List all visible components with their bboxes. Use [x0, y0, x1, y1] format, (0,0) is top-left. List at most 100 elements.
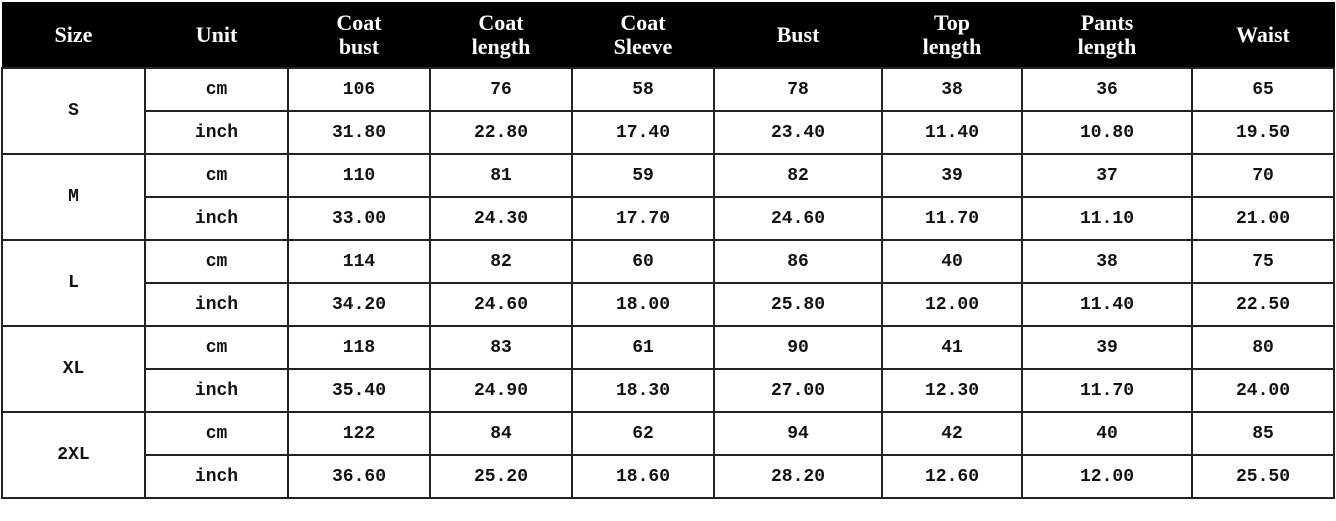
- value-cell: 11.70: [881, 196, 1023, 241]
- column-header: Coat Sleeve: [571, 2, 715, 69]
- table-header: Size Unit Coat bust Coat length Coat Sleeve B…: [1, 2, 1335, 69]
- value-cell: 60: [571, 239, 715, 284]
- value-cell: 12.60: [881, 454, 1023, 499]
- value-cell: 61: [571, 325, 715, 370]
- value-cell: 114: [287, 239, 431, 284]
- column-header: Pants length: [1021, 2, 1193, 69]
- value-cell: 17.40: [571, 110, 715, 155]
- column-header: Coat bust: [287, 2, 431, 69]
- value-cell: 110: [287, 153, 431, 198]
- value-cell: 39: [1021, 325, 1193, 370]
- size-cell: 2XL: [1, 411, 146, 499]
- value-cell: 82: [713, 153, 883, 198]
- value-cell: 25.80: [713, 282, 883, 327]
- value-cell: 65: [1191, 67, 1335, 112]
- value-cell: 84: [429, 411, 573, 456]
- value-cell: 36: [1021, 67, 1193, 112]
- value-cell: 35.40: [287, 368, 431, 413]
- value-cell: 83: [429, 325, 573, 370]
- column-header: Top length: [881, 2, 1023, 69]
- value-cell: 24.60: [429, 282, 573, 327]
- unit-cell: cm: [144, 325, 289, 370]
- value-cell: 24.00: [1191, 368, 1335, 413]
- unit-cell: inch: [144, 110, 289, 155]
- unit-cell: inch: [144, 196, 289, 241]
- value-cell: 12.00: [881, 282, 1023, 327]
- table-row: inch 36.60 25.20 18.60 28.20 12.60 12.00 25.50: [2, 454, 1335, 499]
- header-row: Size Unit Coat bust Coat length Coat Sleeve B…: [1, 2, 1335, 69]
- value-cell: 24.90: [429, 368, 573, 413]
- value-cell: 76: [429, 67, 573, 112]
- value-cell: 12.30: [881, 368, 1023, 413]
- table-row: inch 35.40 24.90 18.30 27.00 12.30 11.70 24.00: [2, 368, 1335, 413]
- value-cell: 25.50: [1191, 454, 1335, 499]
- value-cell: 18.30: [571, 368, 715, 413]
- value-cell: 11.40: [881, 110, 1023, 155]
- value-cell: 85: [1191, 411, 1335, 456]
- unit-cell: cm: [144, 153, 289, 198]
- value-cell: 59: [571, 153, 715, 198]
- table-row: inch 31.80 22.80 17.40 23.40 11.40 10.80 19.50: [2, 110, 1335, 155]
- table-row: inch 33.00 24.30 17.70 24.60 11.70 11.10 21.00: [2, 196, 1335, 241]
- value-cell: 25.20: [429, 454, 573, 499]
- value-cell: 38: [881, 67, 1023, 112]
- value-cell: 11.40: [1021, 282, 1193, 327]
- value-cell: 12.00: [1021, 454, 1193, 499]
- value-cell: 31.80: [287, 110, 431, 155]
- value-cell: 28.20: [713, 454, 883, 499]
- value-cell: 24.60: [713, 196, 883, 241]
- size-cell: M: [1, 153, 146, 241]
- value-cell: 122: [287, 411, 431, 456]
- value-cell: 81: [429, 153, 573, 198]
- value-cell: 39: [881, 153, 1023, 198]
- value-cell: 37: [1021, 153, 1193, 198]
- value-cell: 22.80: [429, 110, 573, 155]
- value-cell: 78: [713, 67, 883, 112]
- column-header: Bust: [713, 2, 883, 69]
- size-chart-table: Size Unit Coat bust Coat length Coat Sleeve B…: [1, 2, 1335, 499]
- unit-cell: cm: [144, 67, 289, 112]
- value-cell: 34.20: [287, 282, 431, 327]
- table-row: 2XL cm 122 84 62 94 42 40 85: [1, 411, 1335, 499]
- value-cell: 17.70: [571, 196, 715, 241]
- unit-cell: inch: [144, 282, 289, 327]
- value-cell: 27.00: [713, 368, 883, 413]
- value-cell: 106: [287, 67, 431, 112]
- value-cell: 40: [1021, 411, 1193, 456]
- size-cell: S: [1, 67, 146, 155]
- value-cell: 62: [571, 411, 715, 456]
- size-cell: XL: [1, 325, 146, 413]
- table-row: inch 34.20 24.60 18.00 25.80 12.00 11.40 22.50: [2, 282, 1335, 327]
- value-cell: 80: [1191, 325, 1335, 370]
- value-cell: 18.60: [571, 454, 715, 499]
- unit-cell: cm: [144, 411, 289, 456]
- value-cell: 42: [881, 411, 1023, 456]
- value-cell: 90: [713, 325, 883, 370]
- value-cell: 11.10: [1021, 196, 1193, 241]
- value-cell: 24.30: [429, 196, 573, 241]
- size-cell: L: [1, 239, 146, 327]
- unit-cell: inch: [144, 368, 289, 413]
- value-cell: 38: [1021, 239, 1193, 284]
- column-header: Coat length: [429, 2, 573, 69]
- value-cell: 10.80: [1021, 110, 1193, 155]
- unit-cell: inch: [144, 454, 289, 499]
- value-cell: 58: [571, 67, 715, 112]
- value-cell: 21.00: [1191, 196, 1335, 241]
- unit-cell: cm: [144, 239, 289, 284]
- value-cell: 70: [1191, 153, 1335, 198]
- value-cell: 18.00: [571, 282, 715, 327]
- value-cell: 86: [713, 239, 883, 284]
- table-row: XL cm 118 83 61 90 41 39 80: [1, 325, 1335, 413]
- value-cell: 33.00: [287, 196, 431, 241]
- value-cell: 94: [713, 411, 883, 456]
- value-cell: 22.50: [1191, 282, 1335, 327]
- value-cell: 11.70: [1021, 368, 1193, 413]
- column-header: Unit: [144, 2, 289, 69]
- column-header: Waist: [1191, 2, 1335, 69]
- value-cell: 118: [287, 325, 431, 370]
- column-header: Size: [1, 2, 146, 69]
